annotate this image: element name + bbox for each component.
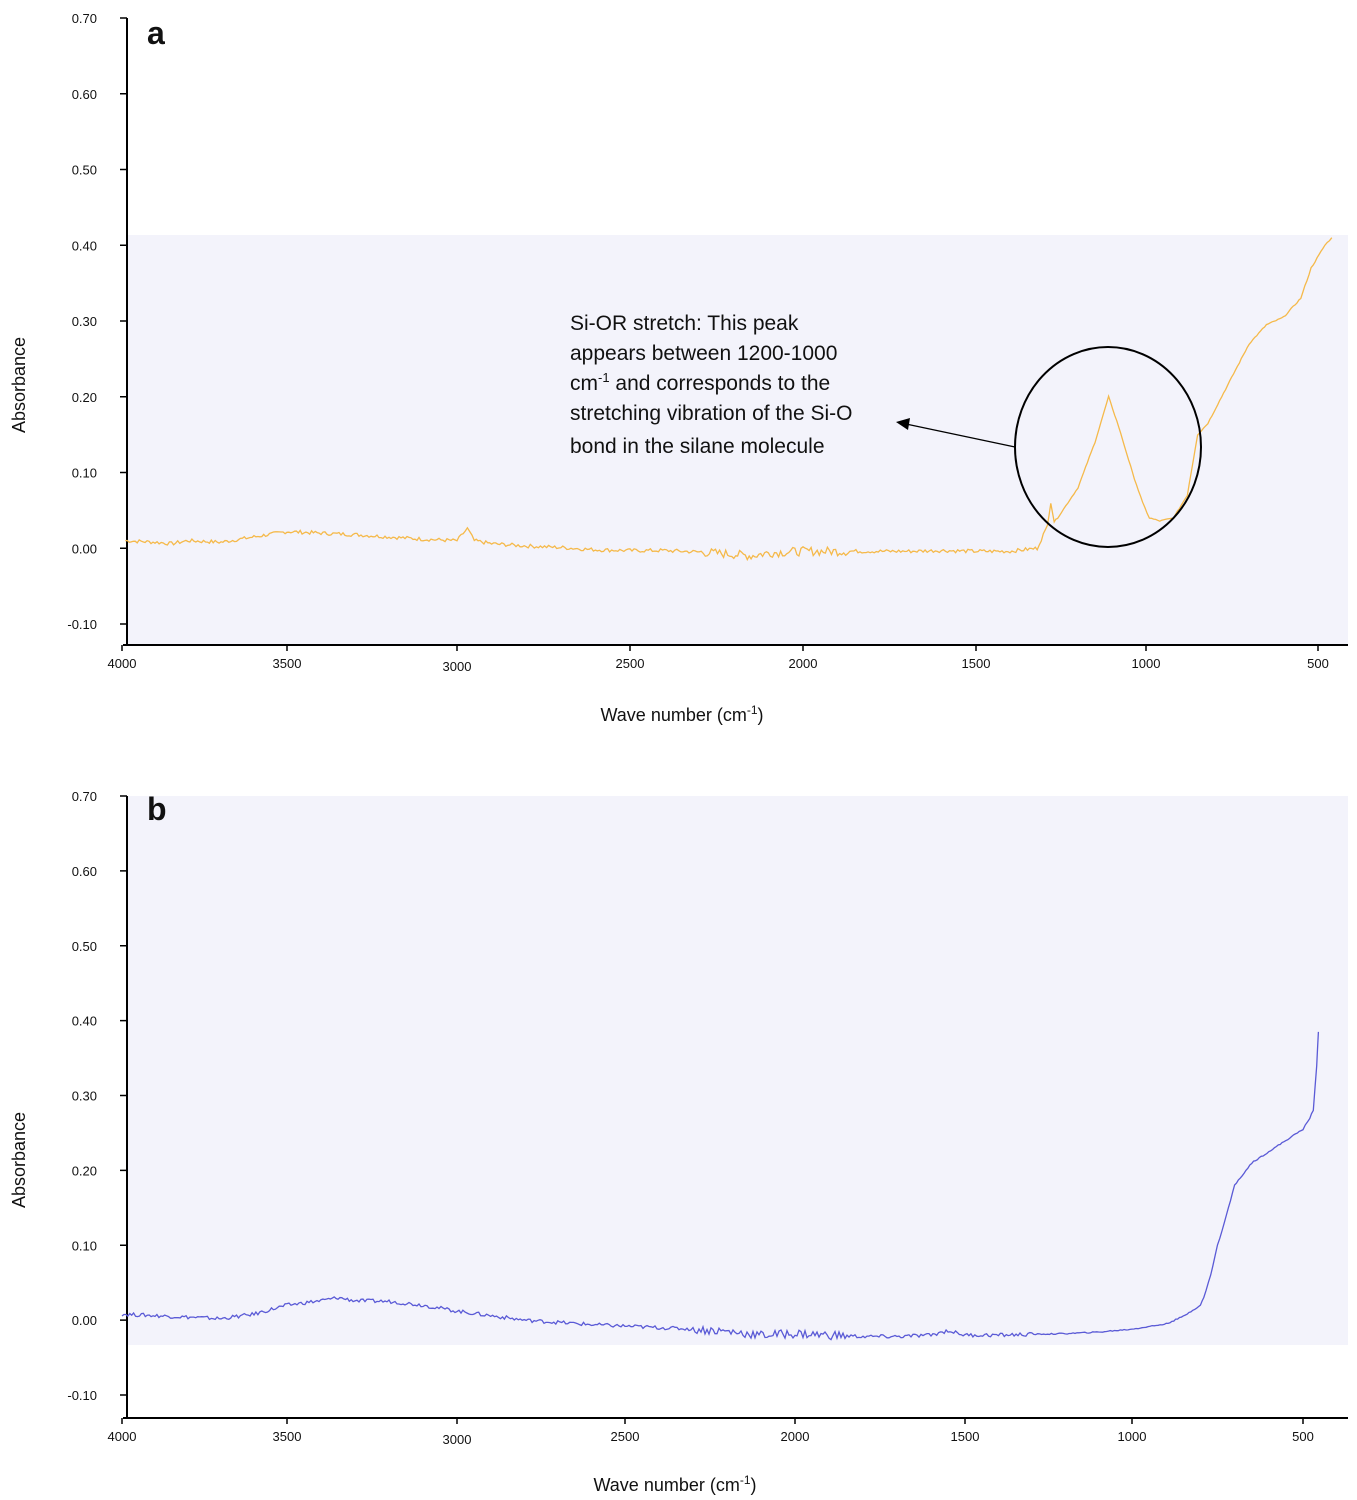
panel-a-x-axis-label: Wave number (cm-1) [600, 703, 763, 725]
y-tick-label: 0.40 [72, 1014, 97, 1029]
x-tick-label: 1500 [951, 1429, 980, 1444]
x-tick-label: 500 [1292, 1429, 1314, 1444]
annotation-arrowhead-icon [896, 418, 910, 430]
x-tick-label: 3500 [273, 1429, 302, 1444]
panel-a-letter: a [147, 15, 165, 51]
x-tick-label: 1500 [962, 656, 991, 671]
y-tick-label: 0.40 [72, 238, 97, 253]
x-tick-label: 2000 [789, 656, 818, 671]
y-tick-label: 0.10 [72, 466, 97, 481]
y-tick-label: 0.30 [72, 314, 97, 329]
y-tick-label: 0.30 [72, 1089, 97, 1104]
y-tick-label: 0.20 [72, 1163, 97, 1178]
y-tick-label: 0.00 [72, 541, 97, 556]
y-tick-label: 0.50 [72, 163, 97, 178]
y-tick-label: 0.70 [72, 11, 97, 26]
y-tick-label: 0.70 [72, 789, 97, 804]
y-tick-label: 0.60 [72, 87, 97, 102]
x-tick-label: 2000 [781, 1429, 810, 1444]
annotation-arrow-line [905, 423, 1016, 448]
panel-b-spectrum-line [121, 1031, 1320, 1341]
x-tick-label: 4000 [108, 1429, 137, 1444]
x-tick-label: 2500 [611, 1429, 640, 1444]
x-tick-label: 3000 [443, 1432, 472, 1447]
panel-b-axes [123, 796, 1348, 1419]
annotation-line-2: appears between 1200-1000 [570, 342, 837, 365]
panel-b-y-axis-label: Absorbance [9, 1112, 29, 1208]
x-tick-label: 4000 [108, 656, 137, 671]
panel-a-ticks: 0.70 0.60 0.50 0.40 0.30 0.20 0.10 0.00 -0.10 400… [67, 11, 1328, 674]
panel-b-plot-background [127, 796, 1348, 1345]
x-tick-label: 3000 [443, 659, 472, 674]
panel-b-letter: b [147, 791, 167, 827]
panel-b-ticks: 0.70 0.60 0.50 0.40 0.30 0.20 0.10 0.00 -0.10 400… [67, 789, 1313, 1447]
y-tick-label: 0.60 [72, 864, 97, 879]
y-tick-label: 0.50 [72, 939, 97, 954]
annotation-line-3: cm-1 and corresponds to the [570, 370, 830, 395]
y-tick-label: 0.20 [72, 390, 97, 405]
x-tick-label: 1000 [1118, 1429, 1147, 1444]
annotation-line-1: Si-OR stretch: This peak [570, 312, 799, 335]
x-tick-label: 1000 [1132, 656, 1161, 671]
panel-b-x-axis-label: Wave number (cm-1) [593, 1473, 756, 1495]
x-tick-label: 500 [1307, 656, 1329, 671]
x-tick-label: 2500 [616, 656, 645, 671]
panel-a-y-axis-label: Absorbance [9, 337, 29, 433]
y-tick-label: 0.10 [72, 1238, 97, 1253]
panel-a-chart: 0.70 0.60 0.50 0.40 0.30 0.20 0.10 0.00 -0.10 400… [9, 11, 1348, 725]
x-tick-label: 3500 [273, 656, 302, 671]
panel-a-spectrum-line [125, 237, 1333, 562]
y-tick-label: -0.10 [67, 617, 97, 632]
y-tick-label: -0.10 [67, 1388, 97, 1403]
annotation-line-5: bond in the silane molecule [570, 435, 825, 458]
panel-a-plot-background [127, 235, 1348, 645]
y-tick-label: 0.00 [72, 1313, 97, 1328]
panel-b-chart: 0.70 0.60 0.50 0.40 0.30 0.20 0.10 0.00 -0.10 400… [9, 789, 1348, 1495]
annotation-line-4: stretching vibration of the Si-O [570, 402, 852, 425]
annotation-text: Si-OR stretch: This peak appears between… [570, 312, 852, 458]
